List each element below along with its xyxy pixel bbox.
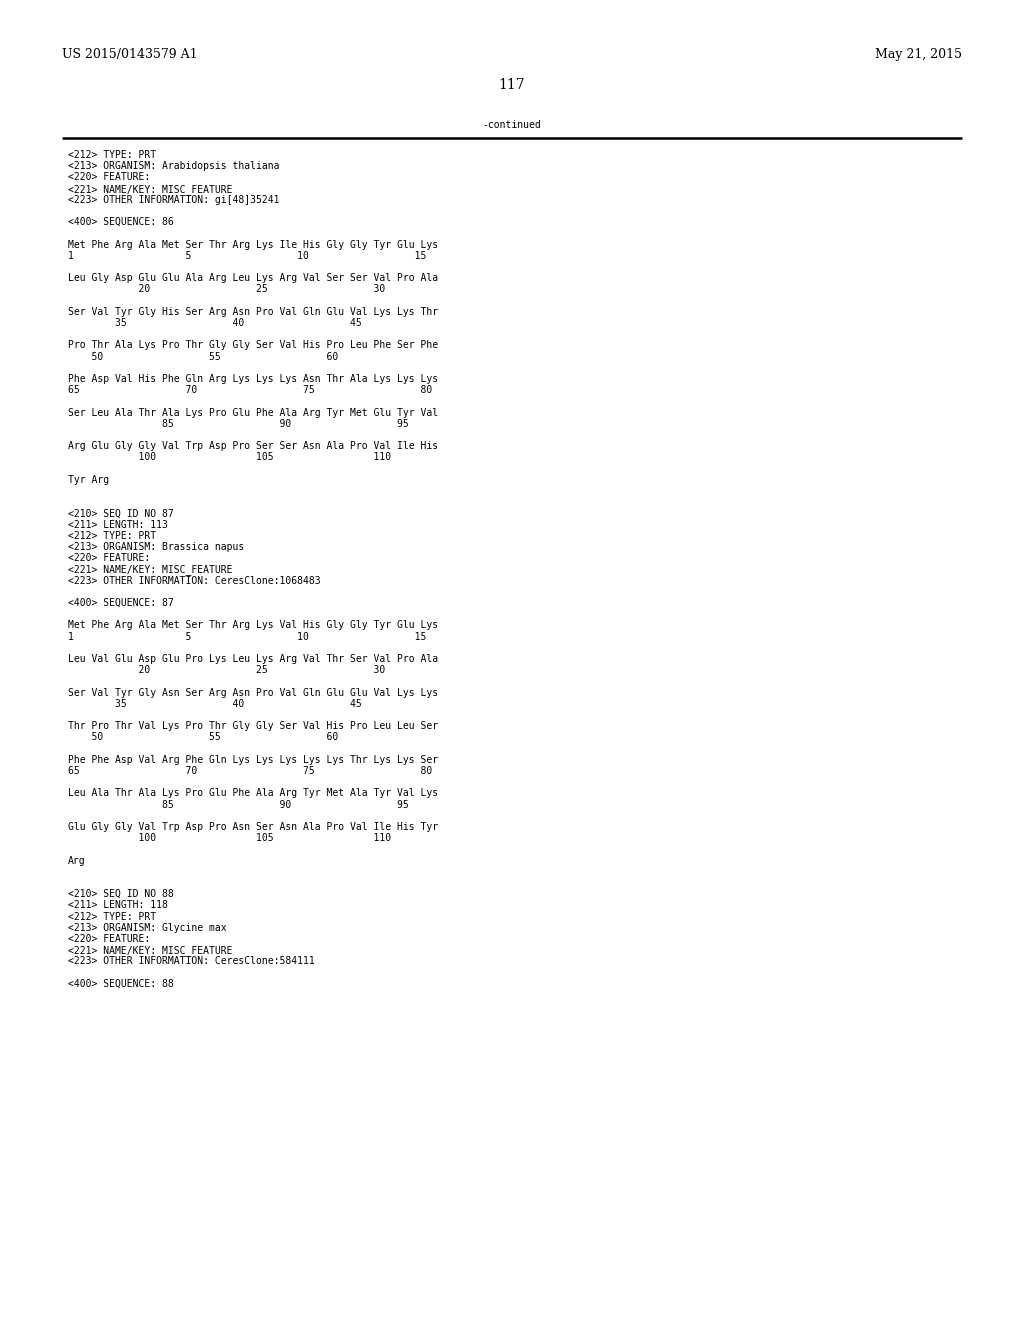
Text: Met Phe Arg Ala Met Ser Thr Arg Lys Val His Gly Gly Tyr Glu Lys: Met Phe Arg Ala Met Ser Thr Arg Lys Val …: [68, 620, 438, 631]
Text: <211> LENGTH: 118: <211> LENGTH: 118: [68, 900, 168, 911]
Text: Ser Leu Ala Thr Ala Lys Pro Glu Phe Ala Arg Tyr Met Glu Tyr Val: Ser Leu Ala Thr Ala Lys Pro Glu Phe Ala …: [68, 408, 438, 417]
Text: Phe Phe Asp Val Arg Phe Gln Lys Lys Lys Lys Lys Thr Lys Lys Ser: Phe Phe Asp Val Arg Phe Gln Lys Lys Lys …: [68, 755, 438, 764]
Text: <220> FEATURE:: <220> FEATURE:: [68, 553, 151, 564]
Text: -continued: -continued: [482, 120, 542, 129]
Text: 117: 117: [499, 78, 525, 92]
Text: 65                  70                  75                  80: 65 70 75 80: [68, 766, 432, 776]
Text: 35                  40                  45: 35 40 45: [68, 698, 361, 709]
Text: 100                 105                 110: 100 105 110: [68, 453, 391, 462]
Text: Pro Thr Ala Lys Pro Thr Gly Gly Ser Val His Pro Leu Phe Ser Phe: Pro Thr Ala Lys Pro Thr Gly Gly Ser Val …: [68, 341, 438, 350]
Text: 85                  90                  95: 85 90 95: [68, 800, 409, 809]
Text: US 2015/0143579 A1: US 2015/0143579 A1: [62, 48, 198, 61]
Text: <221> NAME/KEY: MISC_FEATURE: <221> NAME/KEY: MISC_FEATURE: [68, 183, 232, 194]
Text: Ser Val Tyr Gly Asn Ser Arg Asn Pro Val Gln Glu Glu Val Lys Lys: Ser Val Tyr Gly Asn Ser Arg Asn Pro Val …: [68, 688, 438, 697]
Text: <212> TYPE: PRT: <212> TYPE: PRT: [68, 531, 156, 541]
Text: <400> SEQUENCE: 87: <400> SEQUENCE: 87: [68, 598, 174, 609]
Text: <223> OTHER INFORMATION: CeresClone:1068483: <223> OTHER INFORMATION: CeresClone:1068…: [68, 576, 321, 586]
Text: 20                  25                  30: 20 25 30: [68, 284, 385, 294]
Text: <213> ORGANISM: Arabidopsis thaliana: <213> ORGANISM: Arabidopsis thaliana: [68, 161, 280, 172]
Text: Arg: Arg: [68, 855, 86, 866]
Text: Leu Val Glu Asp Glu Pro Lys Leu Lys Arg Val Thr Ser Val Pro Ala: Leu Val Glu Asp Glu Pro Lys Leu Lys Arg …: [68, 653, 438, 664]
Text: <400> SEQUENCE: 88: <400> SEQUENCE: 88: [68, 979, 174, 989]
Text: <223> OTHER INFORMATION: gi[48]35241: <223> OTHER INFORMATION: gi[48]35241: [68, 195, 280, 205]
Text: <210> SEQ ID NO 88: <210> SEQ ID NO 88: [68, 890, 174, 899]
Text: Met Phe Arg Ala Met Ser Thr Arg Lys Ile His Gly Gly Tyr Glu Lys: Met Phe Arg Ala Met Ser Thr Arg Lys Ile …: [68, 240, 438, 249]
Text: <213> ORGANISM: Glycine max: <213> ORGANISM: Glycine max: [68, 923, 226, 933]
Text: Phe Asp Val His Phe Gln Arg Lys Lys Lys Asn Thr Ala Lys Lys Lys: Phe Asp Val His Phe Gln Arg Lys Lys Lys …: [68, 374, 438, 384]
Text: Arg Glu Gly Gly Val Trp Asp Pro Ser Ser Asn Ala Pro Val Ile His: Arg Glu Gly Gly Val Trp Asp Pro Ser Ser …: [68, 441, 438, 451]
Text: <220> FEATURE:: <220> FEATURE:: [68, 173, 151, 182]
Text: 85                  90                  95: 85 90 95: [68, 418, 409, 429]
Text: <221> NAME/KEY: MISC_FEATURE: <221> NAME/KEY: MISC_FEATURE: [68, 565, 232, 576]
Text: <210> SEQ ID NO 87: <210> SEQ ID NO 87: [68, 508, 174, 519]
Text: <212> TYPE: PRT: <212> TYPE: PRT: [68, 150, 156, 160]
Text: 65                  70                  75                  80: 65 70 75 80: [68, 385, 432, 395]
Text: <400> SEQUENCE: 86: <400> SEQUENCE: 86: [68, 218, 174, 227]
Text: 50                  55                  60: 50 55 60: [68, 733, 338, 742]
Text: Thr Pro Thr Val Lys Pro Thr Gly Gly Ser Val His Pro Leu Leu Ser: Thr Pro Thr Val Lys Pro Thr Gly Gly Ser …: [68, 721, 438, 731]
Text: Tyr Arg: Tyr Arg: [68, 475, 110, 484]
Text: 1                   5                  10                  15: 1 5 10 15: [68, 251, 426, 261]
Text: May 21, 2015: May 21, 2015: [874, 48, 962, 61]
Text: <211> LENGTH: 113: <211> LENGTH: 113: [68, 520, 168, 529]
Text: Leu Ala Thr Ala Lys Pro Glu Phe Ala Arg Tyr Met Ala Tyr Val Lys: Leu Ala Thr Ala Lys Pro Glu Phe Ala Arg …: [68, 788, 438, 799]
Text: <221> NAME/KEY: MISC_FEATURE: <221> NAME/KEY: MISC_FEATURE: [68, 945, 232, 956]
Text: 50                  55                  60: 50 55 60: [68, 351, 338, 362]
Text: 100                 105                 110: 100 105 110: [68, 833, 391, 843]
Text: Glu Gly Gly Val Trp Asp Pro Asn Ser Asn Ala Pro Val Ile His Tyr: Glu Gly Gly Val Trp Asp Pro Asn Ser Asn …: [68, 822, 438, 832]
Text: Leu Gly Asp Glu Glu Ala Arg Leu Lys Arg Val Ser Ser Val Pro Ala: Leu Gly Asp Glu Glu Ala Arg Leu Lys Arg …: [68, 273, 438, 284]
Text: 20                  25                  30: 20 25 30: [68, 665, 385, 676]
Text: <223> OTHER INFORMATION: CeresClone:584111: <223> OTHER INFORMATION: CeresClone:5841…: [68, 957, 314, 966]
Text: <212> TYPE: PRT: <212> TYPE: PRT: [68, 912, 156, 921]
Text: <220> FEATURE:: <220> FEATURE:: [68, 935, 151, 944]
Text: Ser Val Tyr Gly His Ser Arg Asn Pro Val Gln Glu Val Lys Lys Thr: Ser Val Tyr Gly His Ser Arg Asn Pro Val …: [68, 306, 438, 317]
Text: <213> ORGANISM: Brassica napus: <213> ORGANISM: Brassica napus: [68, 543, 245, 552]
Text: 1                   5                  10                  15: 1 5 10 15: [68, 631, 426, 642]
Text: 35                  40                  45: 35 40 45: [68, 318, 361, 327]
